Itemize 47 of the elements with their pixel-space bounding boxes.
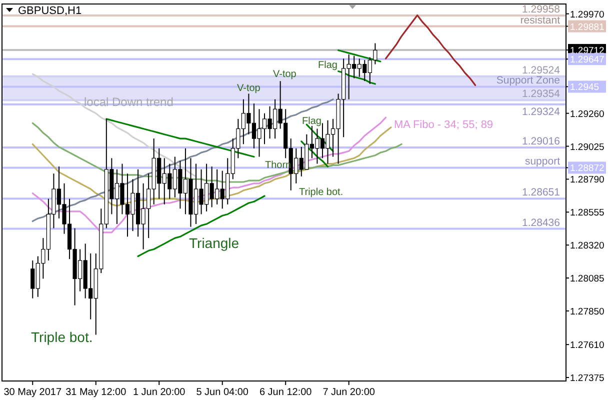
y-tick-label: 1.28555 bbox=[570, 208, 604, 219]
y-tick-label: 1.29970 bbox=[570, 9, 604, 20]
line-series bbox=[384, 14, 476, 86]
line-series bbox=[32, 116, 387, 234]
y-tick-label: 1.28085 bbox=[570, 273, 604, 284]
x-tick-label: 1 Jun 20:00 bbox=[132, 387, 186, 398]
ref-line-label: Support Zone bbox=[496, 74, 560, 87]
annotation: Triple bot. bbox=[299, 187, 344, 198]
line-series bbox=[106, 118, 255, 158]
x-tick-label: 7 Jun 20:00 bbox=[322, 387, 376, 398]
y-tick-label: 1.27610 bbox=[570, 340, 604, 352]
y-tick-label: 1.29260 bbox=[570, 108, 604, 120]
annotation: V-top bbox=[273, 69, 297, 80]
annotation: Flag bbox=[302, 116, 322, 127]
x-tick-label: 6 Jun 12:00 bbox=[259, 387, 312, 398]
ref-line-label: resistant bbox=[520, 14, 560, 26]
ref-line-label: 1.29354 bbox=[522, 88, 560, 100]
y-tick-label: 1.27850 bbox=[570, 306, 604, 318]
x-tick-label: 30 May 2017 bbox=[4, 387, 62, 398]
ref-line-label: 1.28436 bbox=[522, 216, 560, 229]
annotation: Triple bot. bbox=[31, 329, 93, 345]
annotation: local Down trend bbox=[84, 95, 174, 109]
chart-title: GBPUSD,H1 bbox=[18, 5, 82, 17]
y-tick-label: 1.28790 bbox=[570, 174, 604, 186]
ref-line-label: support bbox=[524, 156, 560, 168]
line-series bbox=[32, 73, 197, 178]
y-tick-label: 1.27375 bbox=[570, 372, 604, 384]
y-tick-label: 1.28320 bbox=[570, 240, 604, 252]
ref-line-label: 1.28651 bbox=[522, 186, 560, 199]
line-series bbox=[137, 195, 266, 258]
annotation: V-top bbox=[237, 83, 261, 94]
x-tick-label: 5 Jun 04:00 bbox=[196, 387, 249, 398]
ref-line-label: 1.29958 bbox=[522, 3, 560, 16]
x-tick-label: 31 May 12:00 bbox=[66, 387, 127, 398]
ref-line-label: 1.29524 bbox=[522, 64, 560, 76]
annotation: MA Fibo - 34; 55; 89 bbox=[394, 119, 494, 131]
annotation: Triangle bbox=[189, 235, 240, 251]
line-series bbox=[337, 70, 376, 85]
y-tick-label: 1.29025 bbox=[570, 142, 604, 153]
line-series bbox=[300, 140, 329, 168]
y-tick-label: 1.2945 bbox=[570, 82, 600, 94]
ref-line-label: 1.29016 bbox=[522, 136, 560, 148]
y-tick-label: 1.29881 bbox=[570, 22, 604, 33]
annotation: Flag bbox=[318, 60, 338, 71]
ref-line-label: 1.29324 bbox=[522, 106, 560, 118]
y-tick-label: 1.29647 bbox=[570, 54, 604, 66]
y-tick-label: 1.28872 bbox=[570, 163, 604, 174]
